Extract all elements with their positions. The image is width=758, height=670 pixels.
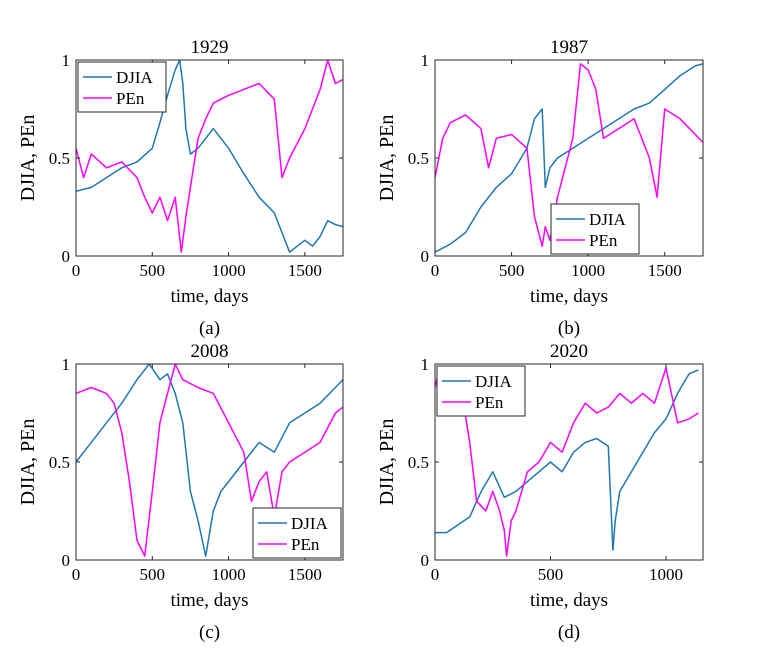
x-tick-label: 0 <box>72 565 81 584</box>
chart-title: 1987 <box>550 37 588 58</box>
legend-label-djia: DJIA <box>589 210 627 229</box>
subplot-caption: (a) <box>199 318 220 339</box>
y-tick-label: 1 <box>421 355 430 374</box>
legend-label-pen: PEn <box>589 231 618 250</box>
series-line-pen <box>76 364 343 557</box>
y-axis-label: DJIA, PEn <box>17 419 39 506</box>
series-line-pen <box>435 367 699 557</box>
x-tick-label: 500 <box>140 261 166 280</box>
y-tick-label: 0.5 <box>49 149 70 168</box>
subplot-2008: 0 500 1000 1500 0 0.5 1 2008 time, days DJIA, PEn… <box>17 341 344 643</box>
legend-label-djia: DJIA <box>475 372 513 391</box>
y-tick-label: 0 <box>421 247 430 266</box>
y-tick-label: 0 <box>62 551 71 570</box>
series-line-djia <box>435 63 703 253</box>
legend-label-pen: PEn <box>475 393 504 412</box>
subplot-1987: 0 500 1000 1500 0 0.5 1 1987 time, days DJIA, PEn… <box>376 37 704 339</box>
y-tick-label: 0.5 <box>408 453 429 472</box>
legend: DJIA PEn <box>77 61 167 113</box>
x-axis-label: time, days <box>530 286 608 307</box>
subplot-caption: (b) <box>558 318 580 339</box>
x-tick-label: 1000 <box>649 565 683 584</box>
x-tick-label: 0 <box>431 261 440 280</box>
legend-label-pen: PEn <box>291 535 320 554</box>
legend-label-djia: DJIA <box>291 514 329 533</box>
y-tick-label: 1 <box>62 51 71 70</box>
subplot-1929: 0 500 1000 1500 0 0.5 1 1929 time, days DJIA, PEn… <box>17 37 344 339</box>
y-tick-label: 0 <box>62 247 71 266</box>
x-tick-label: 500 <box>140 565 166 584</box>
y-tick-label: 0 <box>421 551 430 570</box>
x-tick-label: 500 <box>499 261 525 280</box>
y-axis-label: DJIA, PEn <box>17 115 39 202</box>
y-axis-label: DJIA, PEn <box>376 115 398 202</box>
legend-box <box>436 365 526 417</box>
legend: DJIA PEn <box>550 203 640 255</box>
legend: DJIA PEn <box>252 507 342 559</box>
x-tick-label: 1500 <box>648 261 682 280</box>
series-line-djia <box>76 364 343 557</box>
series-line-djia <box>76 60 343 253</box>
legend-box <box>77 61 167 113</box>
subplot-2020: 0 500 1000 0 0.5 1 2020 time, days DJIA, PEn (d) D… <box>376 341 704 643</box>
series-line-pen <box>435 63 703 247</box>
x-tick-label: 0 <box>431 565 440 584</box>
x-axis-label: time, days <box>530 590 608 611</box>
x-tick-label: 0 <box>72 261 81 280</box>
x-tick-label: 1000 <box>571 261 605 280</box>
x-tick-label: 1500 <box>288 261 322 280</box>
y-tick-label: 0.5 <box>49 453 70 472</box>
y-tick-label: 1 <box>421 51 430 70</box>
y-axis-label: DJIA, PEn <box>376 419 398 506</box>
chart-title: 1929 <box>191 37 229 58</box>
chart-title: 2008 <box>191 341 229 362</box>
series-line-pen <box>76 60 343 253</box>
y-tick-label: 0.5 <box>408 149 429 168</box>
x-axis-label: time, days <box>170 590 248 611</box>
chart-title: 2020 <box>550 341 588 362</box>
x-axis-label: time, days <box>170 286 248 307</box>
x-tick-label: 1000 <box>212 261 246 280</box>
legend-box <box>550 203 640 255</box>
legend: DJIA PEn <box>436 365 526 417</box>
y-tick-label: 1 <box>62 355 71 374</box>
subplot-caption: (d) <box>558 622 580 643</box>
legend-label-pen: PEn <box>116 89 145 108</box>
x-tick-label: 1000 <box>212 565 246 584</box>
subplot-caption: (c) <box>199 622 220 643</box>
x-tick-label: 500 <box>538 565 564 584</box>
legend-label-djia: DJIA <box>116 68 154 87</box>
x-tick-label: 1500 <box>288 565 322 584</box>
series-line-djia <box>435 369 699 551</box>
legend-box <box>252 507 342 559</box>
